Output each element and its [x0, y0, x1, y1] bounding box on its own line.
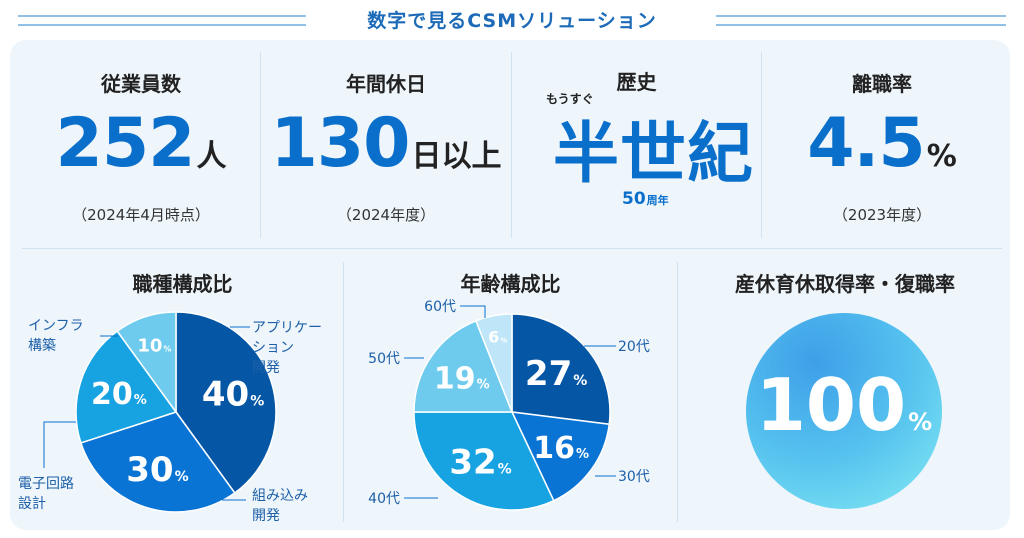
leave-rate-circle: 100% — [746, 313, 942, 509]
turnover-unit: % — [926, 139, 957, 174]
employees-unit: 人 — [196, 139, 227, 174]
history-value: 半世紀 — [553, 115, 754, 192]
turnover-label: 離職率 — [852, 72, 912, 96]
holidays-unit: 日以上 — [411, 139, 502, 174]
job-category-label-1: アプリケーション開発 — [252, 320, 322, 376]
holidays-number: 130 — [270, 104, 411, 183]
header-rule-left — [18, 15, 306, 26]
history-ruby: もうすぐ — [546, 92, 594, 106]
header: 数字で見るCSMソリューション — [0, 0, 1024, 40]
leave-rate-number: 100 — [755, 363, 907, 447]
leave-rate-unit: % — [908, 408, 933, 436]
col-divider-3 — [761, 52, 762, 238]
job-slice-1 — [175, 311, 277, 494]
employees-note: （2024年4月時点） — [72, 206, 210, 224]
history-years-unit: 周年 — [646, 194, 669, 207]
holidays-note: （2024年度） — [336, 206, 436, 224]
turnover-note: （2023年度） — [832, 206, 932, 224]
history-years-number: 50 — [622, 189, 646, 209]
history-years: 50周年 — [622, 189, 669, 209]
job-leader-3 — [43, 421, 76, 468]
col-divider-1 — [260, 52, 261, 238]
leave-rate-value: 100% — [746, 363, 942, 447]
age-chart-title: 年齢構成比 — [460, 272, 561, 296]
col-divider-2 — [511, 52, 512, 238]
job-slice-2 — [79, 411, 236, 513]
employees-value: 252人 — [22, 104, 260, 183]
row-divider — [22, 248, 1002, 249]
col-divider-4 — [343, 262, 344, 522]
job-slice-3 — [75, 330, 178, 444]
job-category-label-2: 組み込み開発 — [252, 488, 308, 524]
leave-title: 産休育休取得率・復職率 — [735, 272, 955, 296]
history-label: 歴史 — [616, 70, 657, 94]
employees-label: 従業員数 — [101, 72, 181, 96]
job-category-label-3: 電子回路設計 — [18, 476, 74, 512]
holidays-value: 130日以上 — [261, 104, 511, 183]
holidays-label: 年間休日 — [346, 72, 426, 96]
job-slice-4 — [116, 311, 177, 415]
job-chart-title: 職種構成比 — [132, 272, 233, 296]
page-title: 数字で見るCSMソリューション — [367, 10, 657, 32]
col-divider-5 — [677, 262, 678, 522]
turnover-value: 4.5% — [762, 104, 1002, 183]
header-rule-right — [716, 15, 1006, 26]
employees-number: 252 — [55, 104, 196, 183]
turnover-number: 4.5 — [807, 104, 925, 183]
job-category-label-4: インフラ構築 — [28, 318, 84, 354]
